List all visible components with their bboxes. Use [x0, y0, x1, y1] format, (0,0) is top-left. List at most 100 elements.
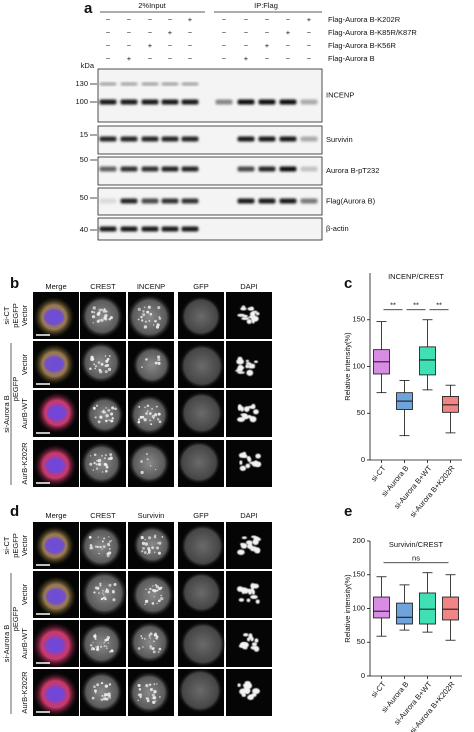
mw-marker: 15	[80, 130, 88, 139]
cell	[132, 345, 172, 385]
spot	[155, 700, 157, 702]
spot	[97, 420, 101, 424]
cell	[80, 442, 123, 485]
spot	[158, 316, 161, 318]
spot	[89, 462, 93, 466]
micrograph	[128, 669, 174, 716]
condition-sign: −	[106, 28, 111, 37]
blot-band	[258, 198, 276, 204]
micrograph-bg	[226, 292, 272, 339]
chromosome	[251, 318, 255, 324]
chromosome	[243, 684, 251, 689]
condition-sign: +	[148, 41, 153, 50]
blot-band	[181, 166, 199, 172]
spot	[148, 536, 152, 540]
cell	[177, 668, 223, 713]
spot	[148, 683, 152, 686]
blot-band	[99, 136, 117, 142]
chromosome	[246, 369, 254, 376]
row-label: pEGFP	[11, 533, 20, 558]
significance-label: ns	[412, 554, 420, 563]
condition-sign: −	[307, 54, 312, 63]
mw-marker: 50	[80, 193, 88, 202]
spot	[108, 355, 111, 357]
micrograph	[226, 669, 272, 716]
spot	[138, 405, 141, 408]
x-tick-label: si-CT	[369, 463, 388, 483]
y-tick-label: 100	[352, 603, 365, 612]
spot	[102, 597, 104, 600]
condition-label: Flag-Aurora B-K56R	[328, 41, 397, 50]
chromosome	[239, 460, 243, 465]
blot-band	[120, 82, 138, 86]
spot	[103, 537, 106, 540]
spot	[152, 650, 156, 654]
chromosome	[236, 586, 244, 592]
spot	[96, 645, 100, 649]
blot-band	[120, 198, 138, 204]
spot	[94, 691, 97, 694]
cell	[132, 525, 172, 565]
row-label: Vector	[20, 534, 29, 556]
column-header: Merge	[45, 282, 66, 291]
spot	[160, 594, 162, 597]
spot	[109, 697, 111, 699]
box	[442, 596, 459, 621]
row-label: Vector	[20, 353, 29, 375]
micrograph	[80, 620, 126, 667]
condition-sign: −	[148, 15, 153, 24]
micrograph	[33, 390, 79, 437]
blot-band	[161, 226, 179, 232]
spot	[140, 315, 143, 319]
spot	[93, 408, 96, 411]
blot-band	[120, 166, 138, 172]
chromosome	[248, 541, 252, 547]
spot	[106, 647, 108, 650]
nucleus	[45, 457, 66, 474]
spot	[103, 316, 107, 320]
spot	[106, 636, 110, 640]
spot	[156, 547, 159, 549]
blot-band	[141, 166, 159, 172]
spot	[100, 362, 104, 366]
group-label: IP:Flag	[254, 1, 278, 10]
spot	[152, 700, 156, 704]
spot	[139, 415, 143, 419]
micrograph-bg	[226, 390, 272, 437]
blot-label: Flag(Aurora B)	[326, 196, 376, 205]
spot	[139, 696, 142, 699]
spot	[103, 308, 106, 311]
cell	[180, 391, 224, 435]
condition-sign: −	[106, 41, 111, 50]
spot	[159, 696, 161, 698]
spot	[102, 471, 104, 473]
condition-sign: −	[168, 15, 173, 24]
spot	[157, 358, 161, 362]
spot	[152, 585, 154, 587]
condition-sign: −	[307, 41, 312, 50]
spot	[103, 593, 105, 596]
chromosome	[247, 457, 252, 463]
spot	[94, 367, 96, 370]
chromosome	[253, 646, 260, 652]
condition-sign: −	[244, 41, 249, 50]
chromosome	[250, 306, 254, 311]
spot	[101, 410, 104, 413]
spot	[144, 599, 149, 604]
micrograph	[80, 341, 126, 388]
spot	[155, 636, 159, 640]
blot-band	[237, 166, 255, 172]
column-header: DAPI	[240, 282, 258, 291]
condition-sign: +	[286, 28, 291, 37]
micrograph	[33, 292, 79, 339]
micrograph	[226, 341, 272, 388]
row-label: pEGFP	[11, 377, 20, 402]
spot	[95, 404, 99, 407]
spot	[106, 554, 110, 558]
spot	[155, 468, 157, 471]
column-header: Survivin	[138, 511, 165, 520]
chromosome	[253, 360, 258, 364]
blot-band	[99, 226, 117, 232]
micrograph	[33, 341, 79, 388]
y-tick-label: 0	[361, 455, 365, 464]
